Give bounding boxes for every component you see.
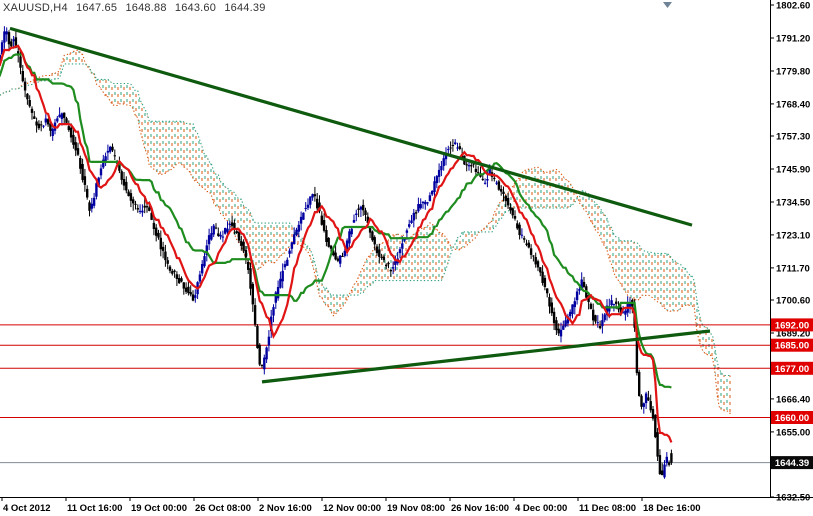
price-axis-label: 1745.90 (776, 165, 810, 176)
time-axis-label: 4 Dec 00:00 (515, 503, 567, 514)
time-axis-label: 19 Nov 08:00 (387, 503, 445, 514)
level-price-tag-text: 1660.00 (775, 413, 809, 424)
chart-shift-marker-icon (663, 2, 672, 8)
time-axis-label: 11 Dec 08:00 (579, 503, 636, 514)
level-price-tag (771, 318, 813, 332)
ascending-trendline[interactable] (261, 329, 711, 384)
kijun-sen-line (0, 53, 672, 389)
quote-close: 1644.39 (224, 2, 266, 14)
descending-trendline[interactable] (9, 26, 693, 227)
time-axis-label: 19 Oct 00:00 (131, 503, 187, 514)
level-price-tag-text: 1677.00 (775, 364, 809, 375)
price-axis-label: 1711.70 (776, 263, 810, 274)
quote-open: 1647.65 (76, 2, 118, 14)
price-axis-label: 1757.30 (776, 132, 810, 143)
time-axis-label: 26 Oct 08:00 (195, 503, 251, 514)
candles-layer (0, 26, 673, 479)
level-price-tag (771, 338, 813, 352)
price-axis-label: 1734.50 (776, 198, 810, 209)
price-axis-label: 1632.50 (776, 493, 810, 504)
quote-low: 1643.60 (174, 2, 217, 14)
time-axis-label: 11 Oct 16:00 (67, 503, 122, 514)
tenkan-sen-line (0, 44, 673, 443)
symbol-period-label: XAUUSD,H4 (3, 2, 68, 14)
price-axis-label: 1666.40 (776, 394, 810, 405)
chart-title: XAUUSD,H4 1647.65 1648.88 1643.60 1644.3… (3, 2, 271, 14)
time-axis-label: 2 Nov 16:00 (259, 503, 312, 514)
plot-area[interactable] (0, 26, 770, 479)
ichimoku-cloud (0, 50, 732, 415)
level-price-tag-text: 1692.00 (775, 320, 809, 331)
time-axis-label: 26 Nov 16:00 (451, 503, 509, 514)
time-axis-label: 18 Dec 16:00 (643, 503, 701, 514)
price-axis-label: 1802.60 (776, 1, 810, 12)
price-axis-label: 1768.40 (776, 99, 810, 110)
price-axis-label: 1689.20 (776, 329, 810, 340)
time-axis-label: 4 Oct 2012 (3, 503, 51, 514)
level-price-tag (771, 411, 813, 424)
level-price-tag-text: 1685.00 (775, 341, 809, 352)
price-axis-label: 1791.20 (776, 34, 810, 45)
quote-high: 1648.88 (125, 2, 167, 14)
senkou-span-a-line (0, 49, 732, 416)
price-axis-label: 1700.60 (776, 296, 810, 307)
current-price-tag (771, 456, 813, 470)
price-axis-label: 1723.10 (776, 230, 810, 241)
level-price-tag (771, 361, 813, 375)
time-axis-label: 12 Nov 00:00 (323, 503, 381, 514)
price-axis-label: 1655.00 (776, 427, 810, 438)
current-price-tag-text: 1644.39 (775, 458, 809, 469)
price-axis-label: 1779.80 (776, 67, 810, 78)
